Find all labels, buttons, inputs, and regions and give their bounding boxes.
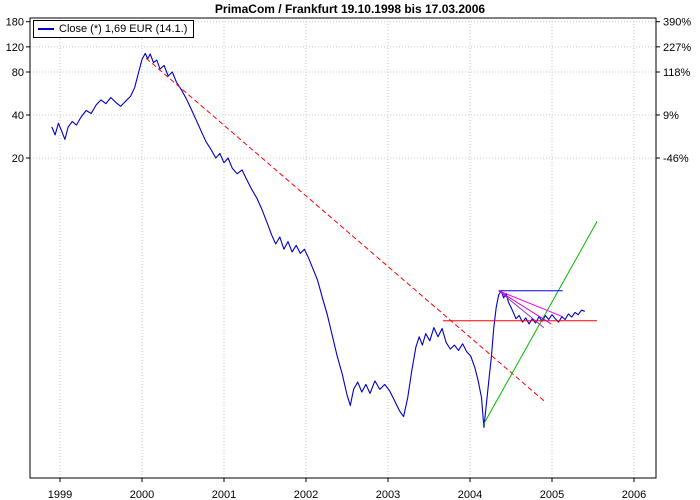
chart-title: PrimaCom / Frankfurt 19.10.1998 bis 17.0… — [214, 2, 486, 16]
y-right-label: 118% — [663, 67, 691, 79]
price-line — [51, 52, 585, 428]
gridlines — [30, 18, 656, 478]
x-tick-label: 2000 — [130, 489, 154, 500]
downtrend-line — [145, 57, 545, 402]
y-left-label: 120 — [6, 42, 24, 54]
fan-line-3 — [498, 290, 545, 328]
legend-label: Close (*) 1,69 EUR (14.1.) — [59, 23, 188, 35]
x-tick-label: 2004 — [458, 489, 482, 500]
y-left-label: 80 — [12, 67, 24, 79]
y-right-label: -46% — [663, 153, 689, 165]
axes — [26, 17, 660, 482]
trend-overlays — [145, 57, 598, 426]
x-tick-label: 2002 — [294, 489, 318, 500]
legend: Close (*) 1,69 EUR (14.1.) — [33, 20, 195, 38]
x-tick-label: 1999 — [48, 489, 72, 500]
fan-line-1 — [498, 290, 563, 318]
y-right-label: 9% — [663, 110, 679, 122]
x-tick-label: 2005 — [540, 489, 564, 500]
axis-labels: 1999 2000 2001 2002 2003 2004 2005 2006 180 390% 1… — [6, 17, 692, 500]
x-tick-label: 2006 — [622, 489, 646, 500]
y-left-label: 20 — [12, 153, 24, 165]
x-tick-label: 2001 — [212, 489, 236, 500]
x-tick-label: 2003 — [376, 489, 400, 500]
y-left-label: 40 — [12, 110, 24, 122]
price-series — [51, 52, 585, 428]
y-right-label: 227% — [663, 42, 691, 54]
chart-frame — [29, 17, 657, 479]
y-left-label: 180 — [6, 17, 24, 29]
fan-line-2 — [498, 290, 552, 325]
support-line — [482, 221, 598, 426]
legend-line-icon — [38, 28, 54, 30]
y-right-label: 390% — [663, 17, 691, 29]
